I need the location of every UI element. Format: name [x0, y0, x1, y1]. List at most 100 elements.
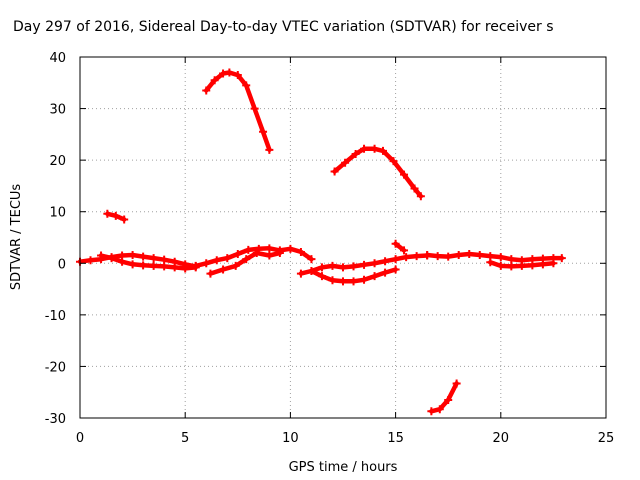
data-series-band-7: [393, 241, 407, 253]
data-point: [212, 256, 221, 265]
x-tick-label: 5: [181, 431, 189, 446]
data-point: [128, 260, 137, 269]
data-point: [475, 251, 484, 260]
y-tick-label: 40: [49, 51, 66, 66]
data-series-arc-1: [203, 70, 272, 153]
data-point: [330, 167, 339, 176]
data-point: [496, 253, 505, 262]
y-tick-label: -20: [45, 360, 66, 375]
data-point: [181, 264, 190, 273]
data-point: [191, 261, 200, 270]
data-point: [423, 251, 432, 260]
chart-title: Day 297 of 2016, Sidereal Day-to-day VTE…: [13, 19, 554, 35]
data-point: [111, 211, 120, 220]
data-point: [389, 157, 398, 166]
data-point: [328, 261, 337, 270]
y-tick-label: 30: [49, 103, 66, 118]
data-point: [341, 158, 350, 167]
data-point: [391, 265, 400, 274]
data-point: [296, 269, 305, 278]
data-point: [149, 261, 158, 270]
data-series-arc-4: [429, 381, 459, 414]
y-tick-label: 20: [49, 154, 66, 169]
data-point: [231, 261, 240, 270]
data-point: [120, 215, 129, 224]
data-layer: [76, 68, 566, 416]
data-point: [496, 261, 505, 270]
data-point: [223, 254, 232, 263]
plot-frame: [79, 56, 607, 419]
data-point: [139, 252, 148, 261]
data-point: [202, 259, 211, 268]
y-tick-label: 10: [49, 206, 66, 221]
data-point: [296, 247, 305, 256]
data-point: [454, 251, 463, 260]
data-point: [444, 252, 453, 261]
data-point: [427, 407, 436, 416]
data-point: [265, 244, 274, 253]
data-point: [128, 251, 137, 260]
x-tick-label: 25: [598, 431, 615, 446]
data-point: [286, 244, 295, 253]
data-point: [250, 104, 259, 113]
data-point: [507, 262, 516, 271]
x-tick-label: 20: [493, 431, 510, 446]
data-point: [391, 239, 400, 248]
data-point: [400, 246, 409, 255]
data-point: [452, 379, 461, 388]
data-point: [370, 272, 379, 281]
data-point: [328, 276, 337, 285]
data-point: [410, 184, 419, 193]
data-point: [219, 265, 228, 274]
data-point: [317, 272, 326, 281]
y-tick-label: -10: [45, 309, 66, 324]
y-tick-label: -30: [45, 412, 66, 427]
data-point: [265, 145, 274, 154]
data-point: [517, 261, 526, 270]
data-point: [360, 275, 369, 284]
data-point: [549, 259, 558, 268]
data-point: [233, 71, 242, 80]
data-point: [351, 149, 360, 158]
data-point: [97, 251, 106, 260]
data-point: [557, 254, 566, 263]
data-point: [339, 263, 347, 272]
data-point: [265, 251, 274, 260]
data-point: [381, 257, 390, 266]
data-point: [244, 245, 253, 254]
data-series-arc-2: [332, 146, 424, 199]
x-axis-label: GPS time / hours: [289, 460, 398, 475]
data-point: [339, 277, 347, 286]
data-point: [528, 261, 537, 270]
data-point: [86, 256, 95, 265]
data-point: [202, 86, 211, 95]
data-point: [370, 144, 379, 153]
data-point: [317, 263, 326, 272]
data-point: [307, 267, 316, 276]
y-tick-label: 0: [58, 257, 66, 272]
data-point: [118, 257, 127, 266]
x-tick-label: 15: [387, 431, 404, 446]
y-axis-label: SDTVAR / TECUs: [9, 184, 24, 291]
data-point: [360, 260, 369, 269]
data-point: [210, 76, 219, 85]
data-point: [465, 250, 474, 259]
x-tick-label: 10: [282, 431, 299, 446]
x-tick-label: 0: [76, 431, 84, 446]
data-point: [433, 252, 442, 261]
data-point: [170, 263, 179, 272]
data-point: [416, 192, 425, 201]
data-point: [225, 68, 234, 77]
data-point: [242, 81, 251, 90]
data-point: [252, 248, 261, 257]
data-point: [275, 248, 284, 257]
data-point: [160, 262, 169, 271]
data-point: [349, 277, 358, 286]
data-point: [412, 252, 421, 261]
data-point: [435, 405, 444, 414]
data-point: [242, 255, 251, 264]
data-point: [259, 127, 268, 136]
data-point: [307, 255, 316, 264]
data-point: [538, 260, 547, 269]
